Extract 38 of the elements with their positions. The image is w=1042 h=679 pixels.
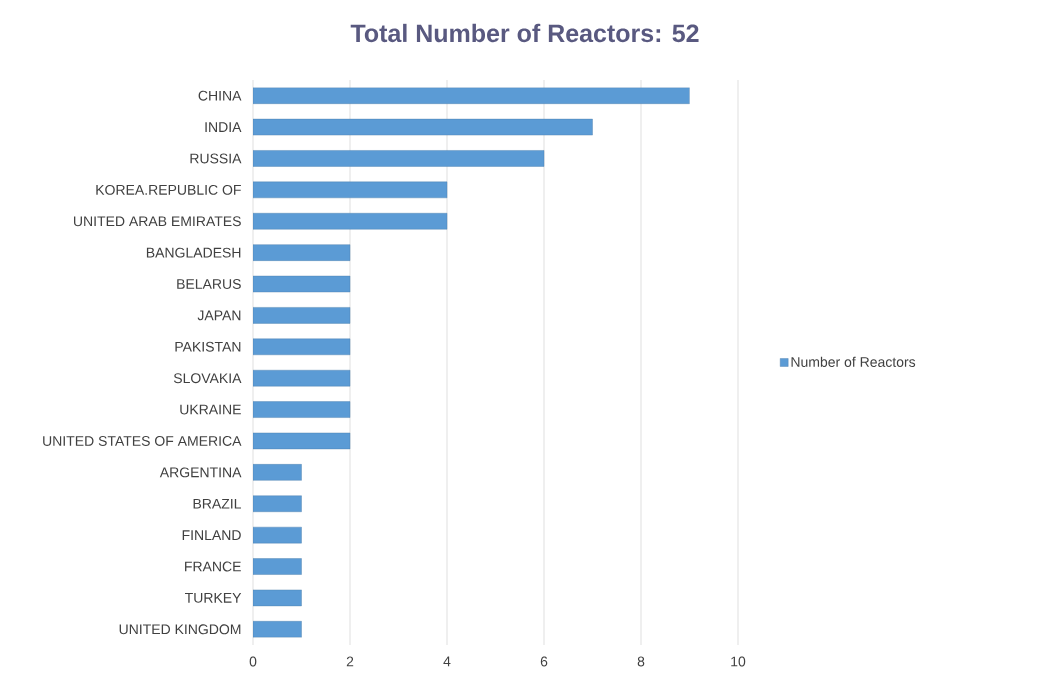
bar [253, 558, 302, 575]
bar [253, 338, 351, 355]
bar [253, 213, 448, 230]
bar [253, 621, 302, 638]
bar [253, 307, 351, 324]
y-tick-label: KOREA.REPUBLIC OF [96, 184, 241, 195]
y-tick-label: RUSSIA [190, 153, 242, 164]
bar [253, 401, 351, 418]
legend-label: Number of Reactors [791, 356, 916, 367]
x-tick-label: 2 [346, 656, 354, 667]
y-tick-label: UNITED ARAB EMIRATES [74, 216, 241, 227]
y-tick-label: CHINA [198, 90, 242, 101]
chart-title: Total Number of Reactors: 52 [350, 23, 699, 43]
y-tick-label: INDIA [205, 122, 242, 132]
y-tick-label: UNITED KINGDOM [119, 624, 241, 635]
y-tick-label: BANGLADESH [146, 247, 241, 258]
y-tick-label: ARGENTINA [159, 467, 242, 478]
y-tick-label: UNITED STATES OF AMERICA [43, 436, 242, 446]
y-tick-label: PAKISTAN [175, 341, 241, 352]
x-tick-label: 6 [540, 656, 548, 667]
y-tick-label: FRANCE [185, 561, 241, 572]
bar [253, 244, 351, 261]
y-tick-label: JAPAN [197, 310, 241, 321]
x-tick-label: 0 [249, 656, 257, 667]
bar [253, 369, 351, 387]
x-tick-label: 8 [637, 656, 645, 667]
y-tick-label: BELARUS [177, 279, 241, 289]
bar [253, 495, 302, 512]
y-tick-label: BRAZIL [193, 498, 242, 509]
bar [253, 87, 690, 104]
x-tick-label: 10 [731, 656, 746, 667]
bar [253, 464, 302, 481]
bar [253, 150, 545, 167]
y-tick-label: FINLAND [182, 530, 241, 540]
y-tick-label: TURKEY [185, 593, 242, 603]
y-tick-label: SLOVAKIA [173, 373, 242, 384]
y-tick-label: UKRAINE [180, 404, 241, 415]
x-tick-label: 4 [443, 656, 451, 667]
